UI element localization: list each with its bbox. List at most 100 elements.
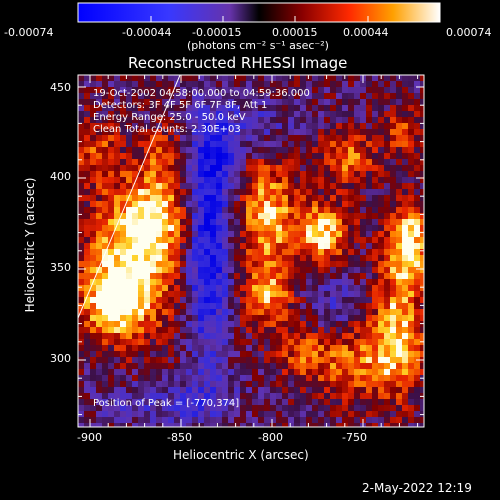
image-pixel xyxy=(198,213,204,219)
image-pixel xyxy=(348,105,354,111)
image-pixel xyxy=(132,189,138,195)
image-pixel xyxy=(216,135,222,141)
image-pixel xyxy=(408,99,414,105)
image-pixel xyxy=(390,393,396,399)
image-pixel xyxy=(336,87,342,93)
image-pixel xyxy=(84,285,90,291)
image-pixel xyxy=(222,159,228,165)
image-pixel xyxy=(180,357,186,363)
image-pixel xyxy=(330,237,336,243)
image-pixel xyxy=(210,129,216,135)
image-pixel xyxy=(318,255,324,261)
image-pixel xyxy=(114,333,120,339)
image-pixel xyxy=(252,279,258,285)
image-pixel xyxy=(96,213,102,219)
image-pixel xyxy=(174,177,180,183)
image-pixel xyxy=(306,315,312,321)
image-pixel xyxy=(378,297,384,303)
image-pixel xyxy=(216,333,222,339)
image-pixel xyxy=(312,141,318,147)
image-pixel xyxy=(384,75,390,81)
image-pixel xyxy=(270,345,276,351)
image-pixel xyxy=(168,327,174,333)
image-pixel xyxy=(372,375,378,381)
image-pixel xyxy=(300,345,306,351)
image-pixel xyxy=(210,153,216,159)
image-pixel xyxy=(372,387,378,393)
image-pixel xyxy=(330,177,336,183)
image-pixel xyxy=(222,297,228,303)
image-pixel xyxy=(384,147,390,153)
image-pixel xyxy=(144,309,150,315)
image-pixel xyxy=(402,309,408,315)
image-pixel xyxy=(360,369,366,375)
image-pixel xyxy=(414,261,420,267)
image-pixel xyxy=(162,135,168,141)
image-pixel xyxy=(378,189,384,195)
image-pixel xyxy=(282,309,288,315)
image-pixel xyxy=(120,75,126,81)
image-pixel xyxy=(96,267,102,273)
image-pixel xyxy=(282,219,288,225)
image-pixel xyxy=(252,237,258,243)
image-pixel xyxy=(258,219,264,225)
image-pixel xyxy=(198,171,204,177)
image-pixel xyxy=(168,249,174,255)
image-pixel xyxy=(258,117,264,123)
image-pixel xyxy=(300,171,306,177)
image-pixel xyxy=(108,267,114,273)
image-pixel xyxy=(348,75,354,81)
image-pixel xyxy=(312,363,318,369)
image-pixel xyxy=(204,75,210,81)
image-pixel xyxy=(96,243,102,249)
image-pixel xyxy=(180,237,186,243)
image-pixel xyxy=(300,237,306,243)
image-pixel xyxy=(258,363,264,369)
image-pixel xyxy=(270,351,276,357)
image-pixel xyxy=(390,105,396,111)
image-pixel xyxy=(390,333,396,339)
image-pixel xyxy=(390,279,396,285)
image-pixel xyxy=(186,165,192,171)
image-pixel xyxy=(240,411,246,417)
image-pixel xyxy=(414,237,420,243)
image-pixel xyxy=(102,333,108,339)
image-pixel xyxy=(204,387,210,393)
image-pixel xyxy=(102,135,108,141)
image-pixel xyxy=(174,93,180,99)
image-pixel xyxy=(138,153,144,159)
image-pixel xyxy=(348,183,354,189)
image-pixel xyxy=(414,231,420,237)
image-pixel xyxy=(366,339,372,345)
image-pixel xyxy=(276,201,282,207)
image-pixel xyxy=(204,279,210,285)
colorbar-tick-label: 0.00044 xyxy=(343,26,389,39)
image-pixel xyxy=(138,129,144,135)
image-pixel xyxy=(306,225,312,231)
image-pixel xyxy=(366,279,372,285)
image-pixel xyxy=(156,255,162,261)
image-pixel xyxy=(306,327,312,333)
image-pixel xyxy=(96,219,102,225)
image-pixel xyxy=(366,231,372,237)
image-pixel xyxy=(90,333,96,339)
image-pixel xyxy=(84,423,90,427)
image-pixel xyxy=(342,417,348,423)
image-pixel xyxy=(180,75,186,81)
image-pixel xyxy=(90,207,96,213)
image-pixel xyxy=(354,111,360,117)
image-pixel xyxy=(408,303,414,309)
image-pixel xyxy=(270,387,276,393)
image-pixel xyxy=(234,261,240,267)
image-pixel xyxy=(108,105,114,111)
image-pixel xyxy=(186,255,192,261)
image-pixel xyxy=(378,333,384,339)
image-pixel xyxy=(390,171,396,177)
image-pixel xyxy=(258,423,264,427)
image-pixel xyxy=(282,303,288,309)
image-pixel xyxy=(204,321,210,327)
image-pixel xyxy=(180,351,186,357)
image-pixel xyxy=(174,417,180,423)
image-pixel xyxy=(192,267,198,273)
image-pixel xyxy=(252,231,258,237)
